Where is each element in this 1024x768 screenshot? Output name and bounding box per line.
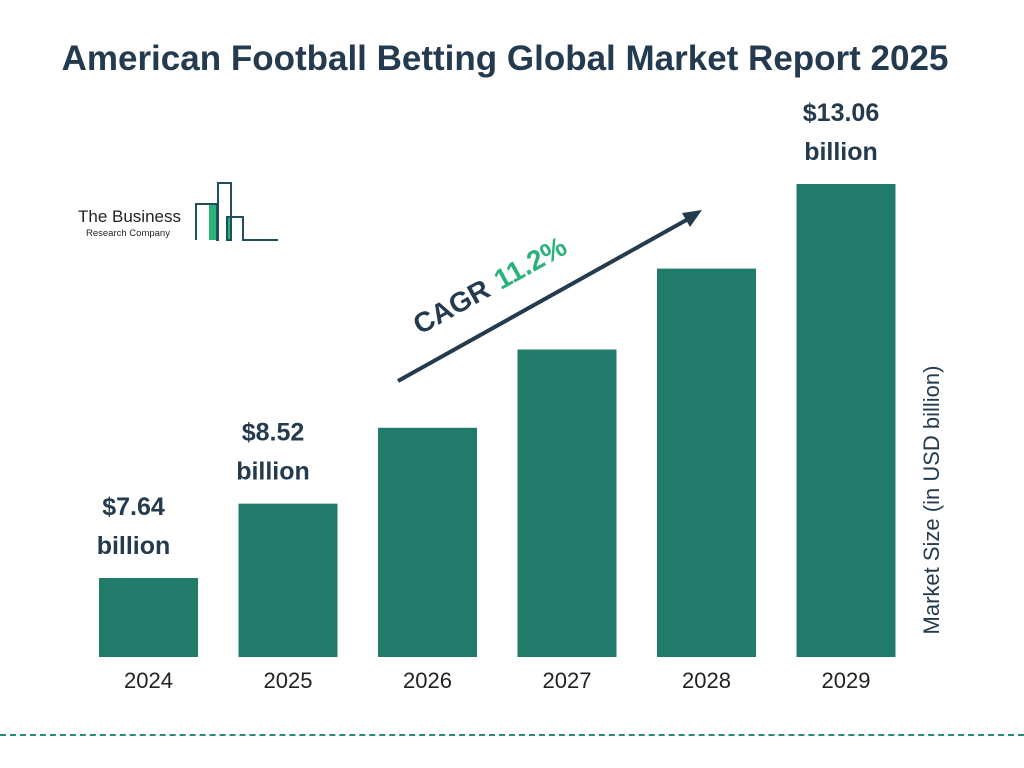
data-label: $8.52 bbox=[242, 419, 305, 447]
data-label: billion bbox=[804, 138, 878, 166]
x-tick-label: 2028 bbox=[682, 668, 731, 693]
bar-2027 bbox=[517, 349, 617, 657]
bar-2024 bbox=[99, 578, 198, 657]
x-tick-label: 2029 bbox=[822, 668, 871, 693]
x-tick-label: 2026 bbox=[403, 668, 452, 693]
bar-2025 bbox=[238, 503, 338, 657]
bar-2026 bbox=[378, 427, 477, 657]
bar-2029 bbox=[796, 184, 896, 657]
cagr-arrow-line bbox=[397, 216, 691, 383]
chart-title: American Football Betting Global Market … bbox=[61, 39, 949, 78]
x-tick-label: 2024 bbox=[124, 668, 173, 693]
logo-buildings-icon: The Business Research Company bbox=[78, 182, 278, 241]
cagr-arrow-head-icon bbox=[682, 210, 702, 227]
x-tick-label: 2027 bbox=[543, 668, 592, 693]
logo-line1: The Business bbox=[78, 207, 181, 226]
data-label: billion bbox=[236, 458, 310, 486]
data-label: $13.06 bbox=[803, 99, 879, 127]
y-axis-label: Market Size (in USD billion) bbox=[919, 365, 944, 635]
data-label: billion bbox=[97, 532, 171, 560]
cagr-annotation: CAGR11.2% bbox=[408, 231, 572, 341]
footer-divider bbox=[0, 734, 1024, 736]
company-logo: The Business Research Company bbox=[78, 180, 283, 250]
x-tick-label: 2025 bbox=[264, 668, 313, 693]
logo-line2: Research Company bbox=[86, 228, 170, 239]
bar-2028 bbox=[657, 268, 756, 657]
data-label: $7.64 bbox=[102, 493, 165, 521]
